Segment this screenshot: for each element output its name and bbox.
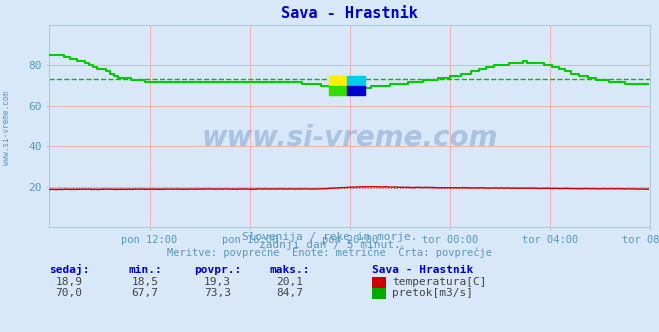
- Bar: [347, 86, 365, 95]
- Text: Meritve: povprečne  Enote: metrične  Črta: povprečje: Meritve: povprečne Enote: metrične Črta:…: [167, 246, 492, 258]
- Text: povpr.:: povpr.:: [194, 265, 241, 275]
- Text: 73,3: 73,3: [204, 288, 231, 298]
- Text: zadnji dan / 5 minut.: zadnji dan / 5 minut.: [258, 240, 401, 250]
- Text: Slovenija / reke in morje.: Slovenija / reke in morje.: [242, 232, 417, 242]
- Text: 18,5: 18,5: [132, 277, 158, 287]
- Text: Sava - Hrastnik: Sava - Hrastnik: [372, 265, 474, 275]
- Text: maks.:: maks.:: [270, 265, 310, 275]
- Text: temperatura[C]: temperatura[C]: [392, 277, 486, 287]
- Title: Sava - Hrastnik: Sava - Hrastnik: [281, 6, 418, 21]
- Text: 18,9: 18,9: [56, 277, 82, 287]
- Bar: [329, 86, 347, 95]
- Bar: [329, 76, 347, 86]
- Text: 70,0: 70,0: [56, 288, 82, 298]
- Text: 84,7: 84,7: [277, 288, 303, 298]
- Text: pretok[m3/s]: pretok[m3/s]: [392, 288, 473, 298]
- Text: 19,3: 19,3: [204, 277, 231, 287]
- Text: sedaj:: sedaj:: [49, 264, 90, 275]
- Text: 20,1: 20,1: [277, 277, 303, 287]
- Text: www.si-vreme.com: www.si-vreme.com: [2, 91, 11, 165]
- Text: 67,7: 67,7: [132, 288, 158, 298]
- Text: www.si-vreme.com: www.si-vreme.com: [202, 124, 498, 152]
- Bar: [347, 76, 365, 86]
- Text: min.:: min.:: [128, 265, 162, 275]
